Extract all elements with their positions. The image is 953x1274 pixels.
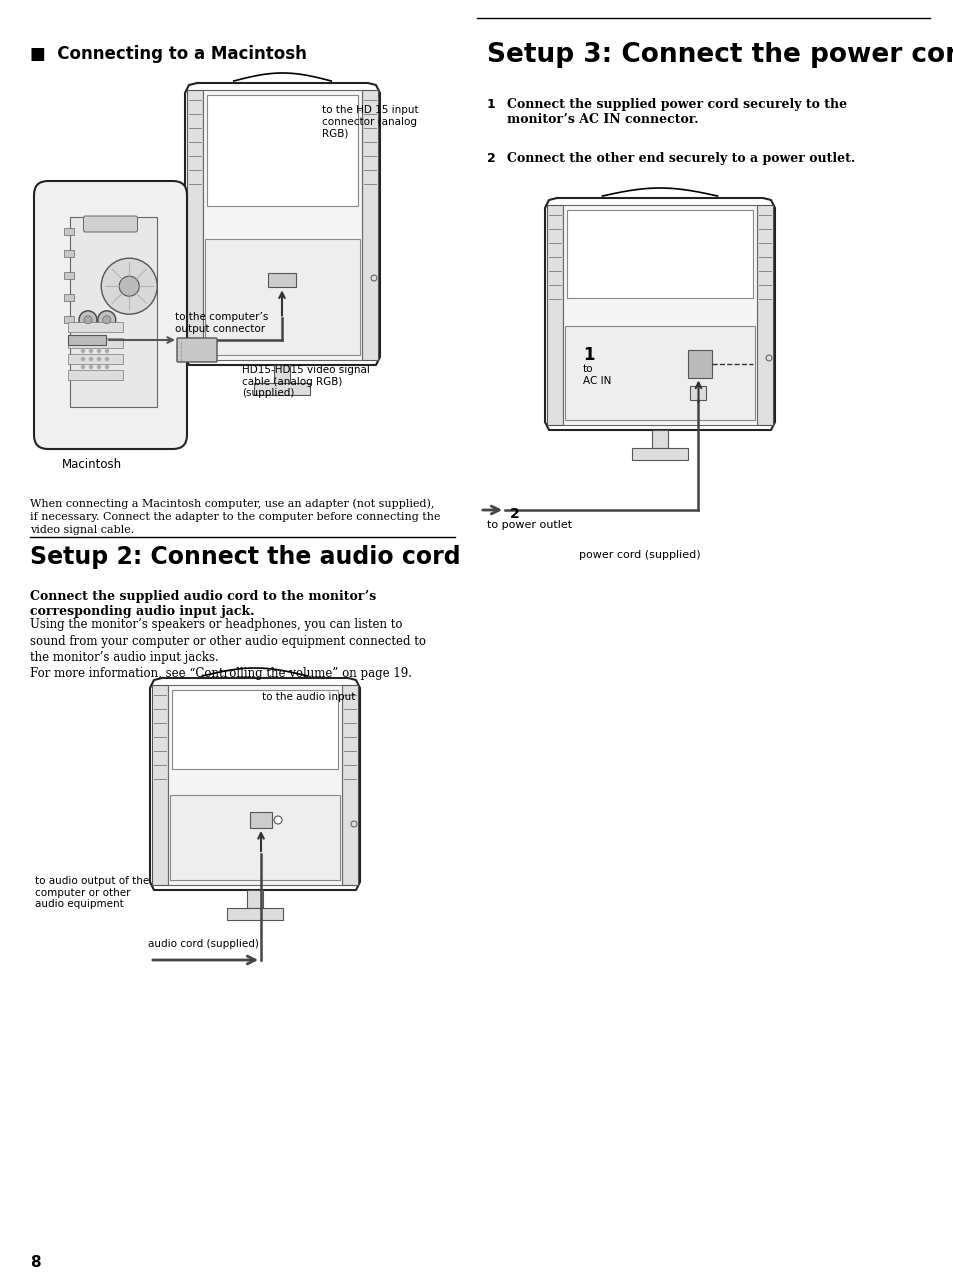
Text: ■  Connecting to a Macintosh: ■ Connecting to a Macintosh: [30, 45, 307, 62]
Bar: [64, 316, 74, 324]
Circle shape: [274, 817, 282, 824]
FancyBboxPatch shape: [84, 217, 137, 232]
Circle shape: [106, 349, 109, 353]
Bar: [205, 238, 359, 355]
Circle shape: [81, 358, 85, 361]
Text: to
AC IN: to AC IN: [582, 364, 611, 386]
Bar: [187, 90, 203, 361]
Text: 2: 2: [486, 152, 496, 166]
Circle shape: [97, 311, 115, 329]
Polygon shape: [150, 678, 359, 891]
Bar: [207, 96, 357, 205]
Text: to power outlet: to power outlet: [486, 520, 572, 530]
Bar: [68, 335, 106, 345]
Bar: [68, 354, 123, 364]
Circle shape: [351, 820, 356, 827]
Circle shape: [106, 366, 109, 368]
Bar: [68, 338, 123, 348]
Circle shape: [90, 366, 92, 368]
Text: Setup 2: Connect the audio cord: Setup 2: Connect the audio cord: [30, 545, 460, 569]
Text: HD15-HD15 video signal
cable (analog RGB)
(supplied): HD15-HD15 video signal cable (analog RGB…: [242, 364, 370, 399]
Text: Setup 3: Connect the power cord: Setup 3: Connect the power cord: [486, 42, 953, 68]
Bar: [341, 685, 357, 885]
Bar: [250, 812, 272, 828]
Circle shape: [84, 316, 91, 324]
Bar: [68, 322, 123, 333]
Bar: [757, 205, 772, 426]
Circle shape: [79, 311, 97, 329]
Text: 1: 1: [486, 98, 496, 111]
Bar: [203, 90, 361, 361]
Text: Using the monitor’s speakers or headphones, you can listen to
sound from your co: Using the monitor’s speakers or headphon…: [30, 618, 426, 680]
Text: When connecting a Macintosh computer, use an adapter (not supplied),
if necessar: When connecting a Macintosh computer, us…: [30, 498, 440, 535]
Bar: [268, 274, 295, 288]
Bar: [562, 205, 757, 426]
Circle shape: [97, 358, 100, 361]
Text: Connect the other end securely to a power outlet.: Connect the other end securely to a powe…: [506, 152, 854, 166]
Bar: [253, 383, 310, 395]
Bar: [152, 685, 168, 885]
Bar: [564, 326, 754, 420]
Circle shape: [119, 276, 139, 296]
Polygon shape: [185, 83, 379, 364]
Bar: [688, 349, 712, 377]
Bar: [651, 431, 667, 448]
Bar: [566, 210, 752, 298]
Bar: [361, 90, 377, 361]
Bar: [274, 364, 290, 383]
Bar: [247, 891, 263, 908]
Bar: [68, 369, 123, 380]
Text: Macintosh: Macintosh: [62, 457, 122, 471]
Bar: [172, 691, 337, 769]
Bar: [168, 685, 341, 885]
Circle shape: [103, 316, 111, 324]
Text: 8: 8: [30, 1255, 41, 1270]
Circle shape: [81, 366, 85, 368]
Circle shape: [97, 349, 100, 353]
Circle shape: [97, 366, 100, 368]
Bar: [64, 250, 74, 257]
Circle shape: [371, 275, 376, 282]
Bar: [64, 273, 74, 279]
Text: power cord (supplied): power cord (supplied): [578, 550, 700, 561]
Polygon shape: [544, 197, 774, 431]
Circle shape: [106, 358, 109, 361]
Bar: [64, 294, 74, 301]
Bar: [227, 908, 283, 920]
Circle shape: [101, 259, 157, 315]
Bar: [690, 386, 706, 400]
Circle shape: [90, 349, 92, 353]
Bar: [70, 217, 157, 406]
Circle shape: [90, 358, 92, 361]
Text: to the computer’s
output connector: to the computer’s output connector: [174, 312, 268, 334]
Bar: [546, 205, 562, 426]
Bar: [631, 448, 687, 460]
Circle shape: [81, 349, 85, 353]
FancyBboxPatch shape: [34, 181, 187, 448]
Bar: [64, 228, 74, 234]
Text: to the HD 15 input
connector (analog
RGB): to the HD 15 input connector (analog RGB…: [322, 104, 418, 138]
Text: Connect the supplied power cord securely to the
monitor’s AC IN connector.: Connect the supplied power cord securely…: [506, 98, 846, 126]
Text: Connect the supplied audio cord to the monitor’s
corresponding audio input jack.: Connect the supplied audio cord to the m…: [30, 590, 375, 618]
FancyBboxPatch shape: [177, 338, 216, 362]
Text: audio cord (supplied): audio cord (supplied): [148, 939, 258, 949]
Text: 1: 1: [582, 347, 594, 364]
Bar: [170, 795, 339, 880]
Circle shape: [765, 355, 771, 361]
Text: to audio output of the
computer or other
audio equipment: to audio output of the computer or other…: [35, 877, 149, 910]
Text: to the audio input: to the audio input: [262, 692, 355, 702]
Text: 2: 2: [510, 507, 519, 521]
